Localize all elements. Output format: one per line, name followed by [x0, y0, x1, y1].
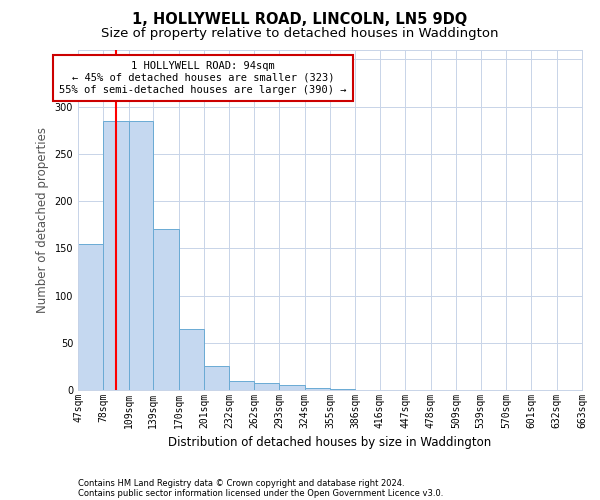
- Text: 1, HOLLYWELL ROAD, LINCOLN, LN5 9DQ: 1, HOLLYWELL ROAD, LINCOLN, LN5 9DQ: [133, 12, 467, 28]
- Text: Contains public sector information licensed under the Open Government Licence v3: Contains public sector information licen…: [78, 488, 443, 498]
- Bar: [78, 244, 103, 390]
- Bar: [330, 389, 355, 390]
- Bar: [279, 386, 305, 390]
- Bar: [103, 121, 129, 390]
- Text: Size of property relative to detached houses in Waddington: Size of property relative to detached ho…: [101, 28, 499, 40]
- Text: 1 HOLLYWELL ROAD: 94sqm
← 45% of detached houses are smaller (323)
55% of semi-d: 1 HOLLYWELL ROAD: 94sqm ← 45% of detache…: [59, 62, 347, 94]
- Text: Contains HM Land Registry data © Crown copyright and database right 2024.: Contains HM Land Registry data © Crown c…: [78, 478, 404, 488]
- Bar: [204, 366, 229, 390]
- Bar: [129, 121, 153, 390]
- Y-axis label: Number of detached properties: Number of detached properties: [36, 127, 49, 313]
- Bar: [254, 384, 279, 390]
- X-axis label: Distribution of detached houses by size in Waddington: Distribution of detached houses by size …: [169, 436, 491, 450]
- Bar: [179, 328, 204, 390]
- Bar: [153, 230, 179, 390]
- Bar: [305, 388, 330, 390]
- Bar: [229, 380, 254, 390]
